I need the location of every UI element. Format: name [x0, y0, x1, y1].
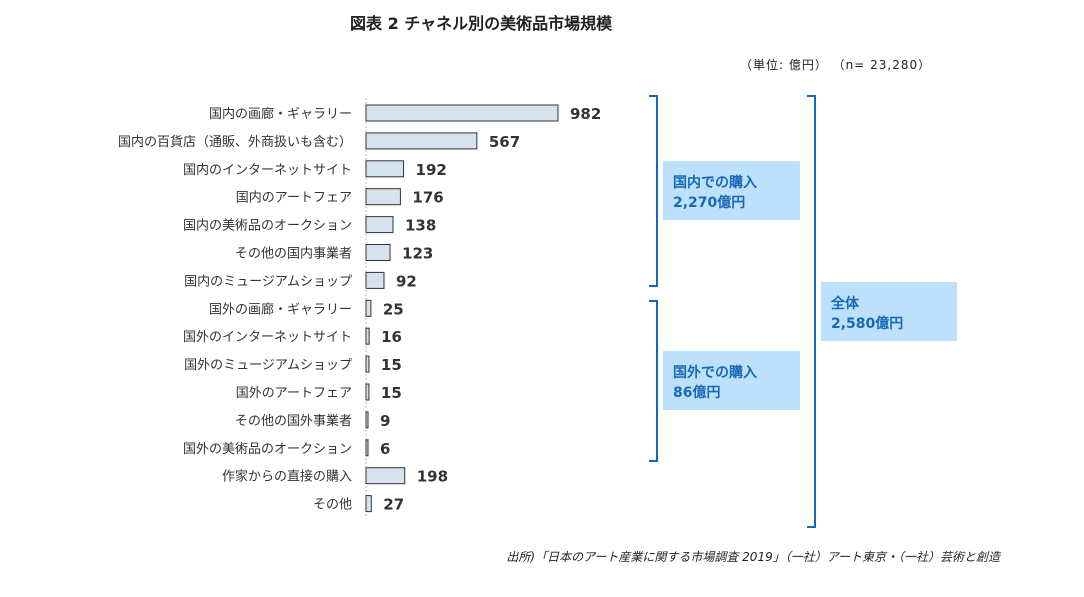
- value-label: 25: [383, 300, 404, 318]
- bar: [365, 439, 369, 457]
- bar: [365, 216, 394, 234]
- total-bracket: [807, 95, 816, 528]
- bar: [365, 411, 369, 429]
- bar: [365, 104, 559, 122]
- bar: [365, 495, 372, 513]
- overall-total-box: 全体 2,580億円: [821, 282, 957, 341]
- category-label: その他: [313, 498, 352, 513]
- bar: [365, 188, 401, 206]
- bar: [365, 327, 370, 345]
- value-label: 198: [417, 468, 448, 486]
- category-label: 作家からの直接の購入: [222, 469, 352, 485]
- chart-title: 図表 2 チャネル別の美術品市場規模: [350, 14, 613, 33]
- category-label: その他の国内事業者: [235, 246, 352, 262]
- bar: [365, 244, 391, 261]
- value-label: 16: [381, 328, 402, 346]
- foreign-total-box: 国外での購入 86億円: [663, 351, 800, 410]
- category-label: 国内のインターネットサイト: [183, 162, 352, 178]
- category-label: 国外の美術品のオークション: [183, 442, 352, 457]
- category-label: 国外のインターネットサイト: [183, 330, 352, 345]
- value-label: 192: [416, 161, 447, 179]
- bar: [365, 383, 370, 401]
- value-label: 982: [570, 105, 601, 123]
- value-label: 15: [381, 356, 402, 374]
- value-label: 567: [489, 133, 520, 151]
- value-label: 92: [396, 272, 417, 290]
- bar: [365, 160, 405, 178]
- bar: [365, 132, 478, 150]
- domestic-bracket: [649, 95, 658, 287]
- bar: [365, 467, 406, 485]
- source-note: 出所)「日本のアート産業に関する市場調査 2019」（一社）アート東京・（一社）…: [506, 550, 1000, 564]
- bar: [365, 271, 385, 289]
- bar: [365, 355, 370, 373]
- value-label: 176: [412, 189, 443, 207]
- category-label: 国内のミュージアムショップ: [184, 273, 352, 289]
- category-label: 国外のミュージアムショップ: [184, 358, 352, 373]
- foreign-total-value: 86億円: [673, 385, 721, 401]
- category-label: 国外のアートフェア: [236, 386, 352, 401]
- value-label: 6: [380, 440, 390, 458]
- category-label: その他の国外事業者: [235, 413, 352, 429]
- bar: [365, 299, 372, 317]
- value-label: 27: [383, 496, 404, 514]
- domestic-total-value: 2,270億円: [673, 195, 746, 211]
- category-label: 国外の画廊・ギャラリー: [209, 301, 352, 317]
- value-label: 15: [381, 384, 402, 402]
- category-label: 国内の画廊・ギャラリー: [209, 106, 352, 122]
- category-label: 国内のアートフェア: [236, 190, 352, 206]
- category-label: 国内の美術品のオークション: [183, 218, 352, 234]
- overall-total-label: 全体: [831, 296, 859, 312]
- unit-note: （単位: 億円） （n= 23,280）: [740, 58, 932, 72]
- foreign-bracket: [649, 300, 658, 462]
- foreign-total-label: 国外での購入: [673, 365, 757, 381]
- value-label: 9: [380, 412, 390, 430]
- domestic-total-box: 国内での購入 2,270億円: [663, 161, 800, 220]
- category-label: 国内の百貨店（通販、外商扱いも含む）: [118, 134, 352, 150]
- domestic-total-label: 国内での購入: [673, 175, 757, 191]
- overall-total-value: 2,580億円: [831, 316, 904, 332]
- value-label: 138: [405, 217, 436, 235]
- value-label: 123: [402, 245, 433, 263]
